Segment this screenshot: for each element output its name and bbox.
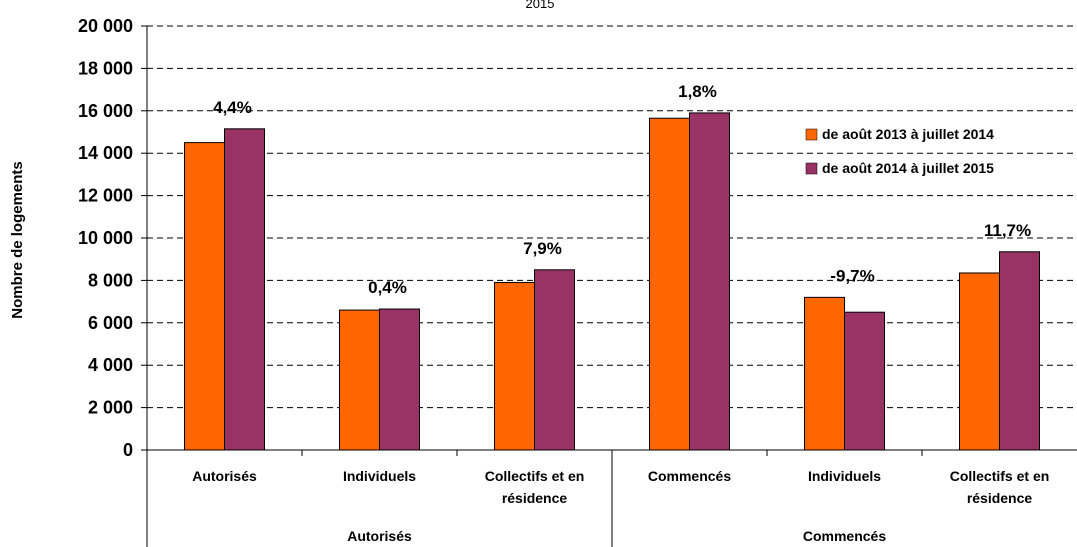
y-tick-label: 6 000: [88, 313, 133, 333]
y-tick-label: 4 000: [88, 355, 133, 375]
bar: [224, 128, 265, 451]
category-label: Individuels: [343, 468, 416, 484]
category-label: Individuels: [808, 468, 881, 484]
legend-label: de août 2013 à juillet 2014: [822, 126, 994, 142]
category-label: Autorisés: [192, 468, 257, 484]
axes: [146, 26, 1077, 547]
bar: [184, 142, 225, 451]
y-tick-label: 16 000: [78, 101, 133, 121]
change-label: 7,9%: [523, 239, 562, 258]
x-axis-categories: Autorisés Individuels Collectifs et en rési…: [192, 468, 1049, 506]
change-label: 11,7%: [984, 221, 1031, 240]
category-label: résidence: [967, 490, 1033, 506]
bar: [339, 309, 380, 451]
change-annotations: 4,4% 0,4% 7,9% 1,8% -9,7% 11,7%: [213, 82, 1031, 297]
y-tick-label: 8 000: [88, 270, 133, 290]
group-label: Commencés: [803, 528, 886, 544]
bar: [804, 296, 845, 451]
y-axis-ticks: 0 2 000 4 000 6 000 8 000 10 000 12 000 14 000 1…: [78, 16, 147, 460]
y-tick-label: 10 000: [78, 228, 133, 248]
bar: [999, 251, 1040, 451]
group-label: Autorisés: [347, 528, 412, 544]
y-tick-label: 0: [123, 440, 133, 460]
bar: [959, 272, 1000, 451]
bar: [844, 311, 885, 451]
chart-title-fragment: 2015: [526, 0, 555, 11]
bar: [494, 282, 535, 451]
x-axis-groups: Autorisés Commencés: [347, 528, 886, 544]
change-label: 1,8%: [678, 82, 717, 101]
y-tick-label: 20 000: [78, 16, 133, 36]
bar: [379, 308, 420, 451]
y-tick-label: 12 000: [78, 186, 133, 206]
legend-swatch: [805, 162, 818, 175]
y-tick-label: 18 000: [78, 58, 133, 78]
category-label: Collectifs et en: [485, 468, 585, 484]
legend: de août 2013 à juillet 2014 de août 2014 …: [805, 126, 994, 176]
category-label: résidence: [502, 490, 568, 506]
y-axis-label: Nombre de logements: [9, 161, 26, 319]
legend-label: de août 2014 à juillet 2015: [822, 160, 994, 176]
legend-swatch: [805, 128, 818, 141]
change-label: 0,4%: [368, 278, 407, 297]
bar: [689, 112, 730, 451]
gridlines: [147, 25, 1077, 409]
y-tick-label: 2 000: [88, 398, 133, 418]
category-label: Collectifs et en: [950, 468, 1050, 484]
y-tick-label: 14 000: [78, 143, 133, 163]
change-label: -9,7%: [830, 266, 874, 285]
bar: [649, 117, 690, 451]
category-label: Commencés: [648, 468, 731, 484]
change-label: 4,4%: [213, 98, 252, 117]
bar: [534, 269, 575, 451]
